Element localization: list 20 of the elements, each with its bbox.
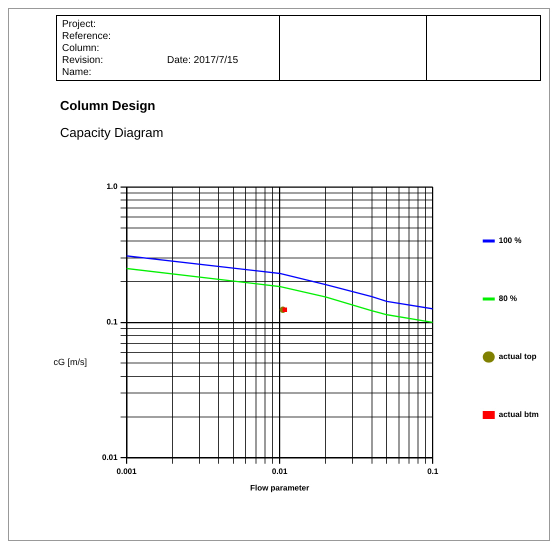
x-tick-label: 0.001 [116,466,138,476]
legend-label: 80 % [498,294,517,304]
text: Reference: [62,31,112,43]
y-tick-label: 0.1 [106,318,118,327]
y-tick-label: 1.0 [106,182,118,192]
y-axis-title: cG [m/s] [54,356,87,367]
y-tick-label: 0.01 [102,453,118,462]
legend-label: 100 % [498,236,522,246]
text: Revision: [62,55,104,66]
text: Date: 2017/7/15 [167,55,238,67]
x-axis-title: Flow parameter [250,483,310,492]
legend-label: actual btm [498,410,539,420]
legend-label: actual top [498,352,537,362]
x-tick-label: 0.1 [427,466,439,476]
chart-title: Column Design [60,98,156,113]
text: Project: [62,19,97,31]
x-tick-label: 0.01 [272,466,288,476]
text: Column: [62,43,100,55]
text: Name: [62,67,92,79]
chart-subtitle: Capacity Diagram [60,125,164,140]
